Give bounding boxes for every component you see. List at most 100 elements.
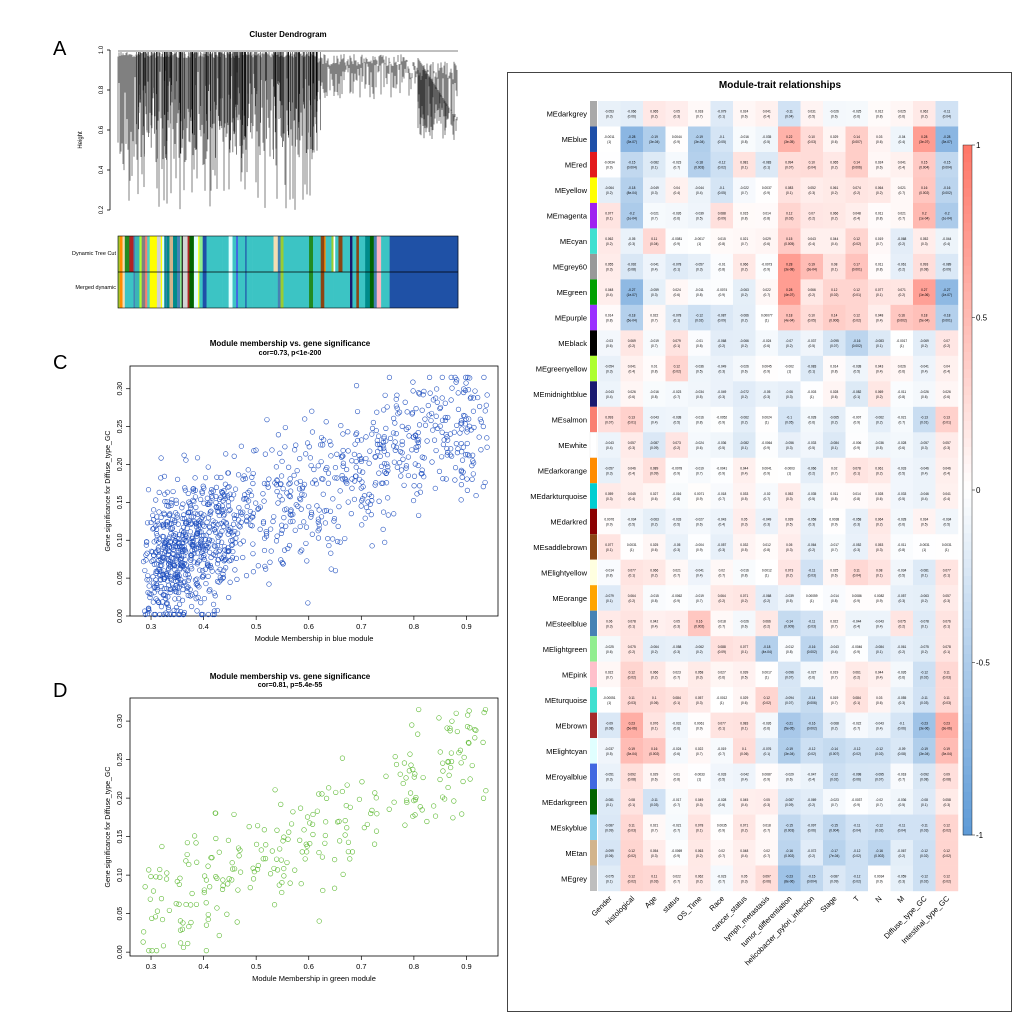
- data-point: [319, 854, 326, 860]
- cell-value: 0.089: [650, 467, 658, 471]
- heatmap-cell: [620, 585, 644, 611]
- data-point: [207, 549, 213, 555]
- cell-pvalue: (0.4): [943, 370, 950, 374]
- cell-pvalue: (0.9): [876, 599, 883, 603]
- x-tick-label: 0.5: [251, 622, 261, 631]
- cell-value: -0.011: [897, 543, 906, 547]
- data-point: [373, 480, 379, 486]
- cell-value: -0.0033: [694, 772, 705, 776]
- module-color-segment: [376, 272, 382, 308]
- cell-pvalue: (0.4): [831, 650, 838, 654]
- data-point: [339, 476, 346, 482]
- data-point: [303, 451, 309, 457]
- cell-pvalue: (0.8): [741, 217, 748, 221]
- module-color-segment: [162, 236, 165, 272]
- cell-value: 0.12: [629, 874, 635, 878]
- data-point: [342, 535, 348, 542]
- data-point: [280, 561, 286, 567]
- heatmap-cell: [643, 177, 666, 204]
- data-point: [153, 874, 159, 880]
- data-point: [229, 877, 235, 883]
- cell-pvalue: (0.5): [943, 522, 950, 526]
- data-point: [463, 374, 469, 380]
- data-point: [277, 481, 284, 488]
- heatmap-cell: [733, 304, 756, 331]
- cell-pvalue: (0.6): [831, 115, 838, 119]
- data-point: [404, 797, 410, 803]
- heatmap-cell: [733, 508, 756, 535]
- colorbar-step: [963, 446, 972, 456]
- data-point: [399, 442, 405, 448]
- cell-value: 0.12: [674, 365, 680, 369]
- cell-pvalue: (0.6): [741, 701, 748, 705]
- heatmap-cell: [845, 661, 869, 688]
- cell-pvalue: (0.9): [696, 497, 703, 501]
- heatmap-cell: [733, 457, 756, 484]
- data-point: [287, 480, 293, 486]
- dendrogram-title: Cluster Dendrogram: [249, 30, 327, 39]
- cell-pvalue: (1): [720, 701, 724, 705]
- module-color-segment: [193, 236, 197, 272]
- data-point: [205, 911, 211, 918]
- cell-pvalue: (0.7): [741, 242, 748, 246]
- data-point: [345, 448, 351, 454]
- data-point: [339, 755, 346, 761]
- data-point: [366, 491, 372, 497]
- module-color-segment: [280, 236, 284, 272]
- heatmap-cell: [823, 585, 846, 611]
- heatmap-cell: [913, 253, 936, 280]
- cell-value: 0.0031: [942, 543, 952, 547]
- data-point: [295, 503, 301, 509]
- cell-value: 0.075: [898, 619, 906, 623]
- data-point: [240, 509, 246, 515]
- heatmap-cell: [733, 228, 756, 255]
- data-point: [340, 463, 346, 469]
- row-label: MEred: [565, 161, 587, 170]
- cell-pvalue: (0.02): [785, 217, 793, 221]
- data-point: [413, 406, 419, 412]
- cell-pvalue: (0.8): [673, 497, 680, 501]
- cell-pvalue: (0.7): [763, 828, 770, 832]
- cell-pvalue: (0.07): [785, 675, 793, 679]
- heatmap-cell: [913, 457, 936, 484]
- cell-value: -0.066: [807, 467, 816, 471]
- dendrogram-y-tick-label: 0.6: [99, 125, 105, 134]
- data-point: [205, 863, 211, 869]
- cell-pvalue: (0.7): [876, 803, 883, 807]
- data-point: [294, 480, 300, 486]
- data-point: [366, 460, 372, 466]
- cell-pvalue: (0.07): [875, 777, 883, 781]
- heatmap-cell: [913, 636, 936, 662]
- cell-value: -0.12: [808, 747, 815, 751]
- cell-pvalue: (0.8): [606, 319, 613, 323]
- cell-value: 0.11: [651, 237, 657, 241]
- heatmap-cell: [823, 330, 846, 357]
- data-point: [368, 810, 374, 817]
- heatmap-cell: [643, 381, 666, 408]
- cell-value: 0.012: [763, 543, 771, 547]
- data-point: [444, 725, 450, 731]
- data-point: [285, 836, 291, 842]
- data-point: [155, 553, 162, 560]
- cell-value: -0.016: [740, 135, 749, 139]
- cell-value: -0.081: [920, 568, 929, 572]
- data-point: [314, 503, 320, 509]
- cell-pvalue: (0.6): [696, 522, 703, 526]
- data-point: [221, 558, 227, 564]
- cell-pvalue: (0.5): [763, 140, 770, 144]
- cell-value: -0.026: [897, 670, 906, 674]
- heatmap-cell: [800, 381, 824, 408]
- data-point: [299, 486, 305, 492]
- heatmap-cell: [890, 381, 914, 408]
- data-point: [203, 532, 209, 538]
- data-point: [154, 533, 160, 539]
- y-tick-label: 0.00: [117, 609, 124, 623]
- row-color-swatch: [590, 304, 597, 331]
- cell-pvalue: (0.1): [741, 650, 748, 654]
- data-point: [351, 451, 357, 457]
- heatmap-cell: [778, 789, 801, 815]
- heatmap-cell: [935, 814, 959, 841]
- heatmap-cell: [755, 559, 779, 586]
- module-color-segment: [389, 236, 459, 272]
